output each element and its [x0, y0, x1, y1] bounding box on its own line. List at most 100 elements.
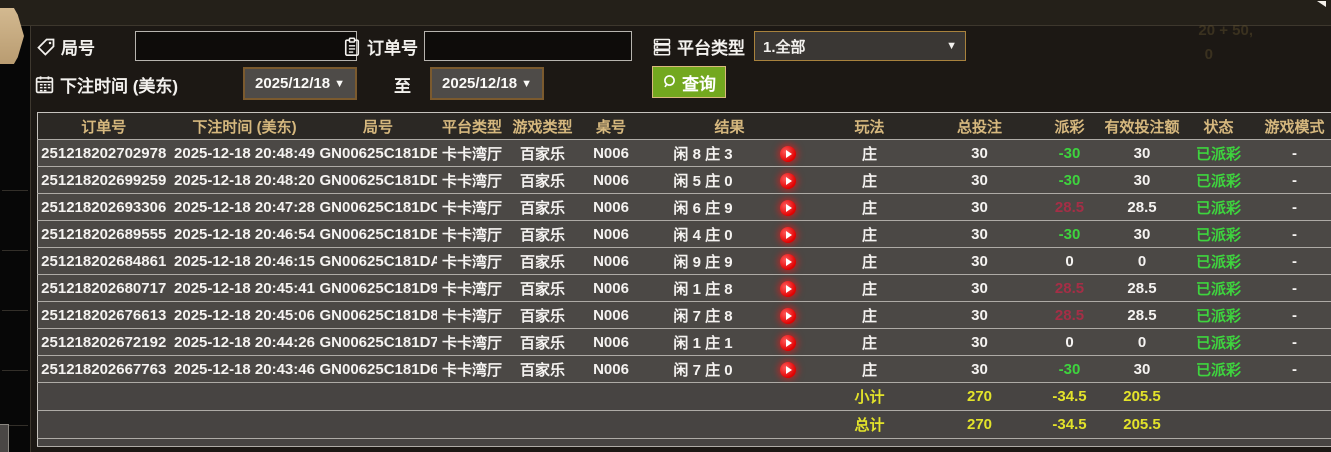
platform-type-value: 1.全部 — [763, 38, 806, 56]
cell-play-type: 庄 — [814, 355, 925, 383]
server-list-icon — [653, 38, 671, 56]
cell-game-type: 百家乐 — [507, 166, 578, 194]
play-replay-icon[interactable] — [780, 253, 796, 270]
col-payout: 派彩 — [1034, 112, 1105, 140]
left-sidebar — [0, 26, 31, 452]
cell-replay — [761, 166, 815, 194]
cell-table-no: N006 — [577, 328, 645, 356]
play-replay-icon[interactable] — [780, 145, 796, 162]
chevron-down-icon: ▼ — [521, 77, 532, 90]
cell-order-no: 251218202702978 — [37, 139, 170, 167]
cell-valid-bet: 30 — [1104, 139, 1180, 167]
cell-payout: 28.5 — [1034, 301, 1105, 329]
col-game-mode: 游戏模式 — [1257, 112, 1331, 140]
cell-result: 闲 5 庄 0 — [644, 166, 762, 194]
order-no-label-group: 订单号 — [342, 34, 418, 59]
cell-total-bet: 30 — [924, 274, 1035, 302]
cell-table-no: N006 — [577, 355, 645, 383]
cell-total-bet: 30 — [924, 328, 1035, 356]
cell-status: 已派彩 — [1179, 247, 1258, 275]
col-table-no: 桌号 — [577, 112, 645, 140]
cell-total-bet: 30 — [924, 247, 1035, 275]
query-button[interactable]: 查询 — [652, 66, 726, 98]
cell-table-no: N006 — [577, 193, 645, 221]
sidebar-divider — [2, 370, 28, 371]
cell-valid-bet: 30 — [1104, 355, 1180, 383]
cell-platform: 卡卡湾厅 — [436, 139, 508, 167]
platform-type-select[interactable]: 1.全部 ▼ — [754, 31, 966, 61]
query-button-label: 查询 — [682, 74, 716, 94]
cell-game-type: 百家乐 — [507, 274, 578, 302]
cell-game-type: 百家乐 — [507, 220, 578, 248]
search-icon — [664, 75, 675, 88]
cell-order-no: 251218202693306 — [37, 193, 170, 221]
cell-play-type: 庄 — [814, 301, 925, 329]
cell-order-no: 251218202676613 — [37, 301, 170, 329]
cell-order-no: 251218202699259 — [37, 166, 170, 194]
cell-replay — [761, 247, 815, 275]
table-row: 251218202672192 2025-12-18 20:44:26 GN00… — [37, 328, 1331, 356]
round-no-label: 局号 — [61, 39, 95, 58]
date-from-picker[interactable]: 2025/12/18 ▼ — [243, 67, 357, 100]
cell-table-no: N006 — [577, 166, 645, 194]
cell-result: 闲 4 庄 0 — [644, 220, 762, 248]
table-body: 251218202702978 2025-12-18 20:48:49 GN00… — [37, 139, 1331, 383]
cell-round-no: GN00625C181D7 — [319, 328, 437, 356]
filter-bar: 局号 订单号 平台类型 1.全部 ▼ 下注时间 (美东) 2025/12/18 … — [32, 26, 1331, 112]
play-replay-icon[interactable] — [780, 307, 796, 324]
date-to-picker[interactable]: 2025/12/18 ▼ — [430, 67, 544, 100]
cell-order-no: 251218202680717 — [37, 274, 170, 302]
tag-icon — [37, 38, 55, 56]
play-replay-icon[interactable] — [780, 280, 796, 297]
cell-valid-bet: 30 — [1104, 166, 1180, 194]
cell-result: 闲 6 庄 9 — [644, 193, 762, 221]
table-row: 251218202667763 2025-12-18 20:43:46 GN00… — [37, 355, 1331, 383]
cell-total-bet: 30 — [924, 220, 1035, 248]
cell-table-no: N006 — [577, 220, 645, 248]
cell-result: 闲 8 庄 3 — [644, 139, 762, 167]
cell-status: 已派彩 — [1179, 274, 1258, 302]
cell-table-no: N006 — [577, 301, 645, 329]
cell-platform: 卡卡湾厅 — [436, 193, 508, 221]
cell-play-type: 庄 — [814, 193, 925, 221]
round-no-label-group: 局号 — [36, 34, 95, 59]
play-replay-icon[interactable] — [780, 172, 796, 189]
cell-play-type: 庄 — [814, 166, 925, 194]
col-total-bet: 总投注 — [924, 112, 1035, 140]
col-order-no: 订单号 — [37, 112, 170, 140]
order-no-input[interactable] — [424, 31, 632, 61]
cell-result: 闲 7 庄 8 — [644, 301, 762, 329]
cell-status: 已派彩 — [1179, 193, 1258, 221]
cell-game-mode: - — [1257, 220, 1331, 248]
cell-payout: -30 — [1034, 220, 1105, 248]
col-bet-time: 下注时间 (美东) — [169, 112, 320, 140]
total-total-bet: 270 — [924, 410, 1035, 439]
play-replay-icon[interactable] — [780, 226, 796, 243]
cell-game-mode: - — [1257, 166, 1331, 194]
cell-bet-time: 2025-12-18 20:43:46 — [169, 355, 320, 383]
cell-game-type: 百家乐 — [507, 193, 578, 221]
cell-valid-bet: 0 — [1104, 247, 1180, 275]
cell-bet-time: 2025-12-18 20:46:54 — [169, 220, 320, 248]
cell-status: 已派彩 — [1179, 220, 1258, 248]
cell-payout: -30 — [1034, 355, 1105, 383]
col-play-type: 玩法 — [814, 112, 925, 140]
platform-type-label-group: 平台类型 — [652, 34, 745, 59]
cell-total-bet: 30 — [924, 355, 1035, 383]
sidebar-divider — [2, 190, 28, 191]
cell-play-type: 庄 — [814, 328, 925, 356]
cell-payout: -30 — [1034, 166, 1105, 194]
play-replay-icon[interactable] — [780, 334, 796, 351]
table-row: 251218202684861 2025-12-18 20:46:15 GN00… — [37, 247, 1331, 275]
play-replay-icon[interactable] — [780, 199, 796, 216]
play-replay-icon[interactable] — [780, 361, 796, 378]
top-bar — [0, 0, 1331, 26]
chevron-down-icon: ▼ — [946, 40, 957, 52]
cell-game-mode: - — [1257, 193, 1331, 221]
cell-order-no: 251218202689555 — [37, 220, 170, 248]
total-row: 总计 270 -34.5 205.5 — [37, 410, 1331, 439]
round-no-input[interactable] — [135, 31, 357, 61]
cell-bet-time: 2025-12-18 20:45:41 — [169, 274, 320, 302]
total-payout: -34.5 — [1034, 410, 1105, 439]
cell-status: 已派彩 — [1179, 301, 1258, 329]
